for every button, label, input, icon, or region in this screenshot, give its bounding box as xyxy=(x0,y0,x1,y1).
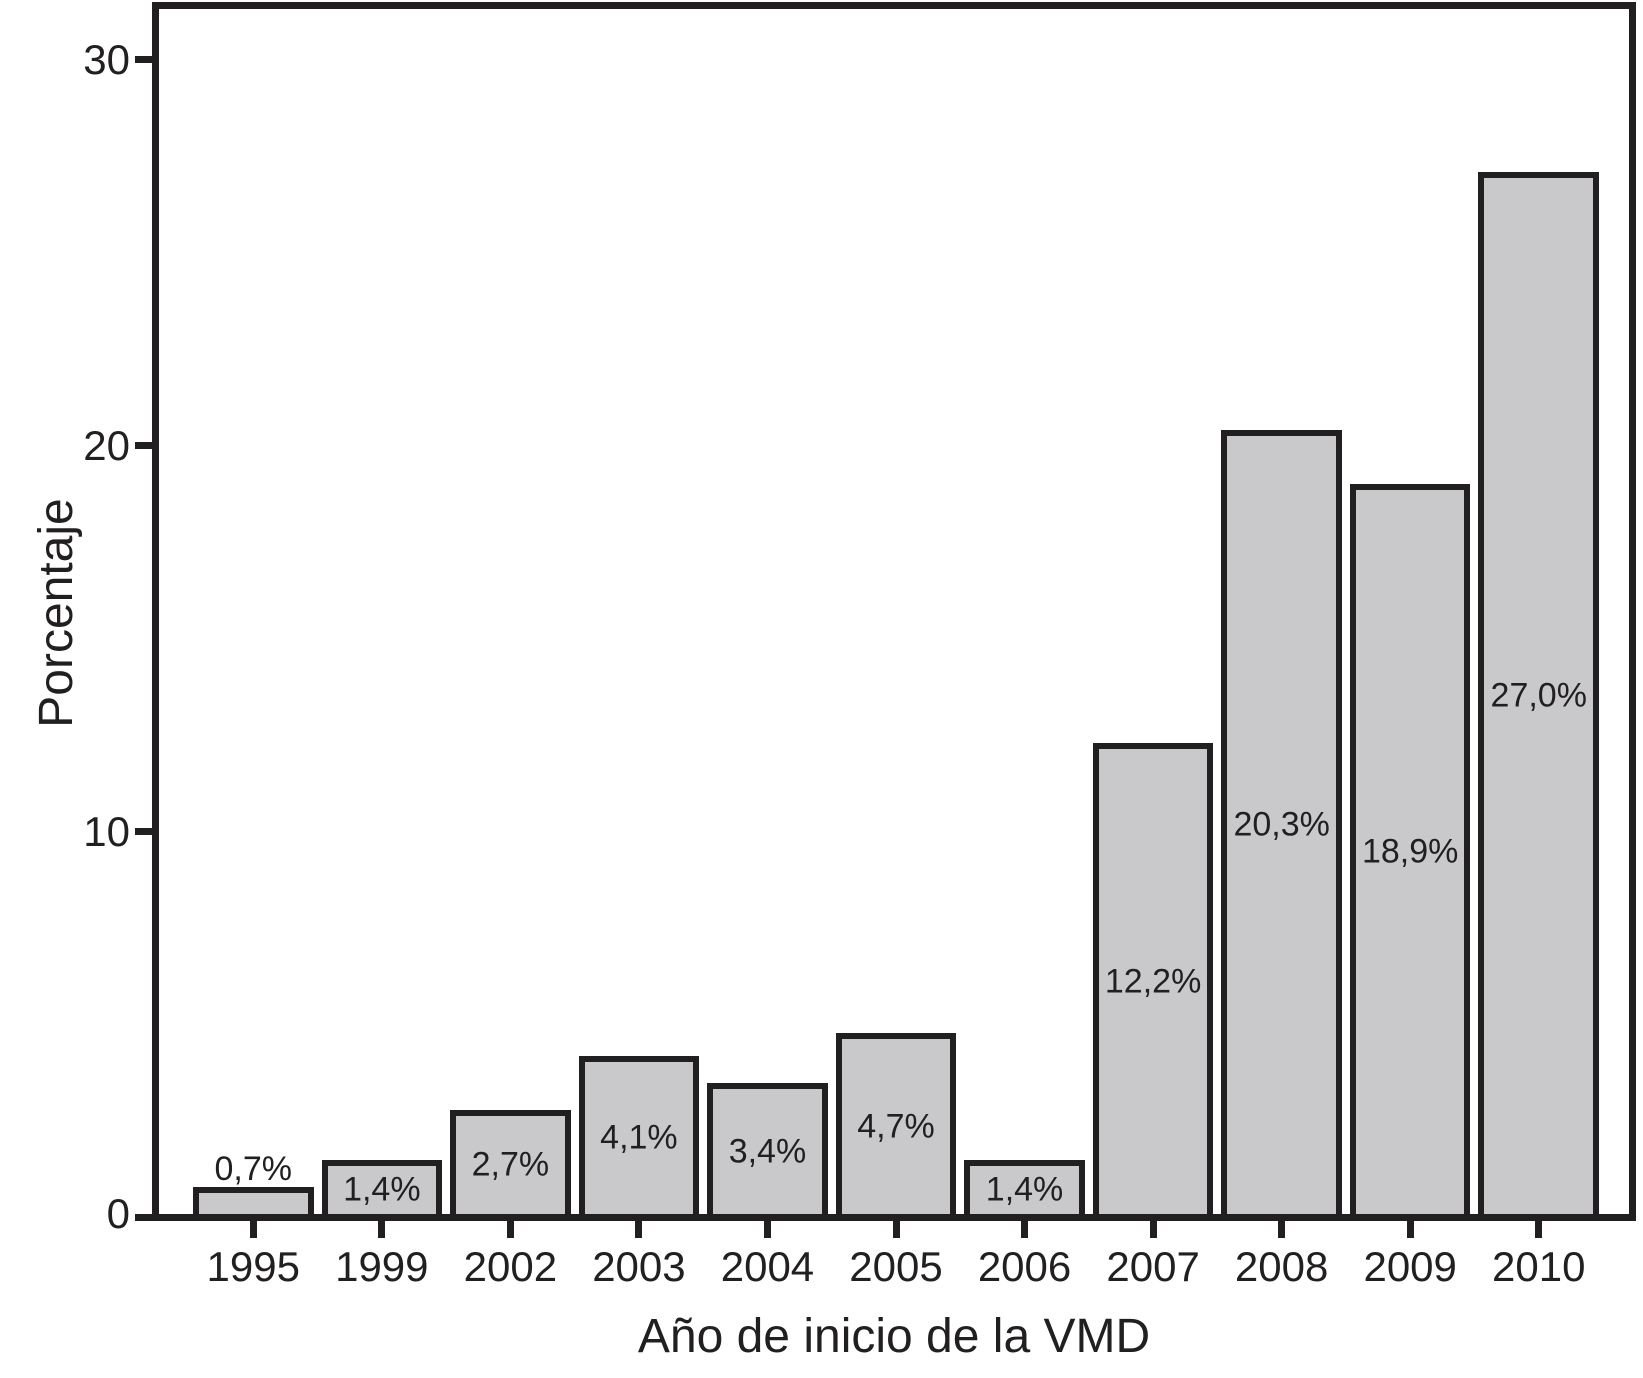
x-tick-label-2004: 2004 xyxy=(720,1243,815,1290)
x-tick-cell xyxy=(1478,1221,1599,1238)
x-tick-cell xyxy=(193,1221,314,1238)
x-tick-label-1999: 1999 xyxy=(335,1243,429,1290)
x-tick-label-2003: 2003 xyxy=(592,1243,686,1290)
bar-value-label: 3,4% xyxy=(728,1132,807,1170)
bar-value-label: 2,7% xyxy=(471,1145,550,1184)
x-tick-cell xyxy=(322,1221,443,1238)
bar-value-label: 1,4% xyxy=(985,1170,1064,1209)
bar-value-label: 4,7% xyxy=(857,1107,935,1145)
x-axis-tick xyxy=(506,1221,514,1238)
x-axis-tick xyxy=(378,1221,386,1238)
y-tick-label-0: 0 xyxy=(106,1190,130,1237)
x-tick-label-2007: 2007 xyxy=(1106,1243,1200,1290)
y-tick-label-10: 10 xyxy=(83,808,130,855)
bar-value-label: 1,4% xyxy=(343,1170,421,1209)
x-tick-cell xyxy=(1093,1221,1214,1238)
x-tick-label-2008: 2008 xyxy=(1234,1243,1329,1290)
bar-value-label: 20,3% xyxy=(1233,805,1330,844)
x-tick-label-2002: 2002 xyxy=(463,1243,558,1290)
bar-value-label: 0,7% xyxy=(214,1150,293,1188)
x-axis-ticks xyxy=(159,1221,1629,1238)
bar-1995: 0,7% xyxy=(193,1150,314,1214)
y-axis-tick xyxy=(135,442,152,449)
bar-2002: 2,7% xyxy=(450,1110,571,1214)
x-tick-cell xyxy=(1221,1221,1342,1238)
x-tick-label-2010: 2010 xyxy=(1492,1243,1586,1290)
y-axis-tick xyxy=(135,828,152,835)
x-axis-tick xyxy=(249,1221,257,1238)
bar-2003: 4,1% xyxy=(578,1056,700,1214)
x-tick-cell xyxy=(836,1221,957,1238)
x-axis-tick xyxy=(763,1221,771,1238)
x-axis-title: Año de inicio de la VMD xyxy=(637,1310,1151,1363)
bar-2005: 4,7% xyxy=(835,1033,957,1214)
x-tick-cell xyxy=(579,1221,700,1238)
bar-value-label: 27,0% xyxy=(1490,676,1587,715)
x-tick-cell xyxy=(1350,1221,1471,1238)
x-tick-cell xyxy=(964,1221,1085,1238)
x-axis-tick xyxy=(1535,1221,1543,1238)
bar-value-label: 18,9% xyxy=(1361,832,1459,871)
x-axis-tick xyxy=(892,1221,900,1238)
bar-2007: 12,2% xyxy=(1092,743,1214,1214)
bar-2004: 3,4% xyxy=(707,1083,828,1214)
x-tick-label-1995: 1995 xyxy=(206,1243,300,1290)
x-tick-label-2006: 2006 xyxy=(977,1243,1072,1290)
x-tick-cell xyxy=(707,1221,828,1238)
y-tick-label-20: 20 xyxy=(83,422,130,469)
x-axis-tick-labels: 1995 1999 2002 2003 2004 2005 2006 2007 2008 2009… xyxy=(159,1246,1629,1288)
bar-2006: 1,4% xyxy=(964,1160,1085,1214)
y-tick-label-30: 30 xyxy=(83,36,130,83)
bar-2010: 27,0% xyxy=(1478,172,1600,1214)
bar-value-label: 12,2% xyxy=(1104,962,1202,1000)
bar-2009: 18,9% xyxy=(1349,484,1471,1214)
x-tick-label-2005: 2005 xyxy=(849,1243,943,1290)
bars-container: 0,7% 1,4% 2,7% 4,1% 3,4% 4,7% 1,4% 12,2% 20,3% 18… xyxy=(159,9,1629,1214)
y-axis-tick xyxy=(135,56,152,63)
x-axis-tick xyxy=(1149,1221,1157,1238)
x-axis-tick xyxy=(1406,1221,1414,1238)
x-tick-label-2009: 2009 xyxy=(1363,1243,1457,1290)
y-axis-tick xyxy=(135,1214,152,1221)
x-axis-tick xyxy=(1021,1221,1029,1238)
x-tick-cell xyxy=(450,1221,571,1238)
bar-value-label: 4,1% xyxy=(600,1118,678,1157)
x-axis-tick xyxy=(1278,1221,1286,1238)
bar-2008: 20,3% xyxy=(1221,430,1342,1214)
bar-1999: 1,4% xyxy=(321,1160,443,1214)
y-axis-title: Porcentaje xyxy=(30,498,83,728)
x-axis-tick xyxy=(635,1221,643,1238)
